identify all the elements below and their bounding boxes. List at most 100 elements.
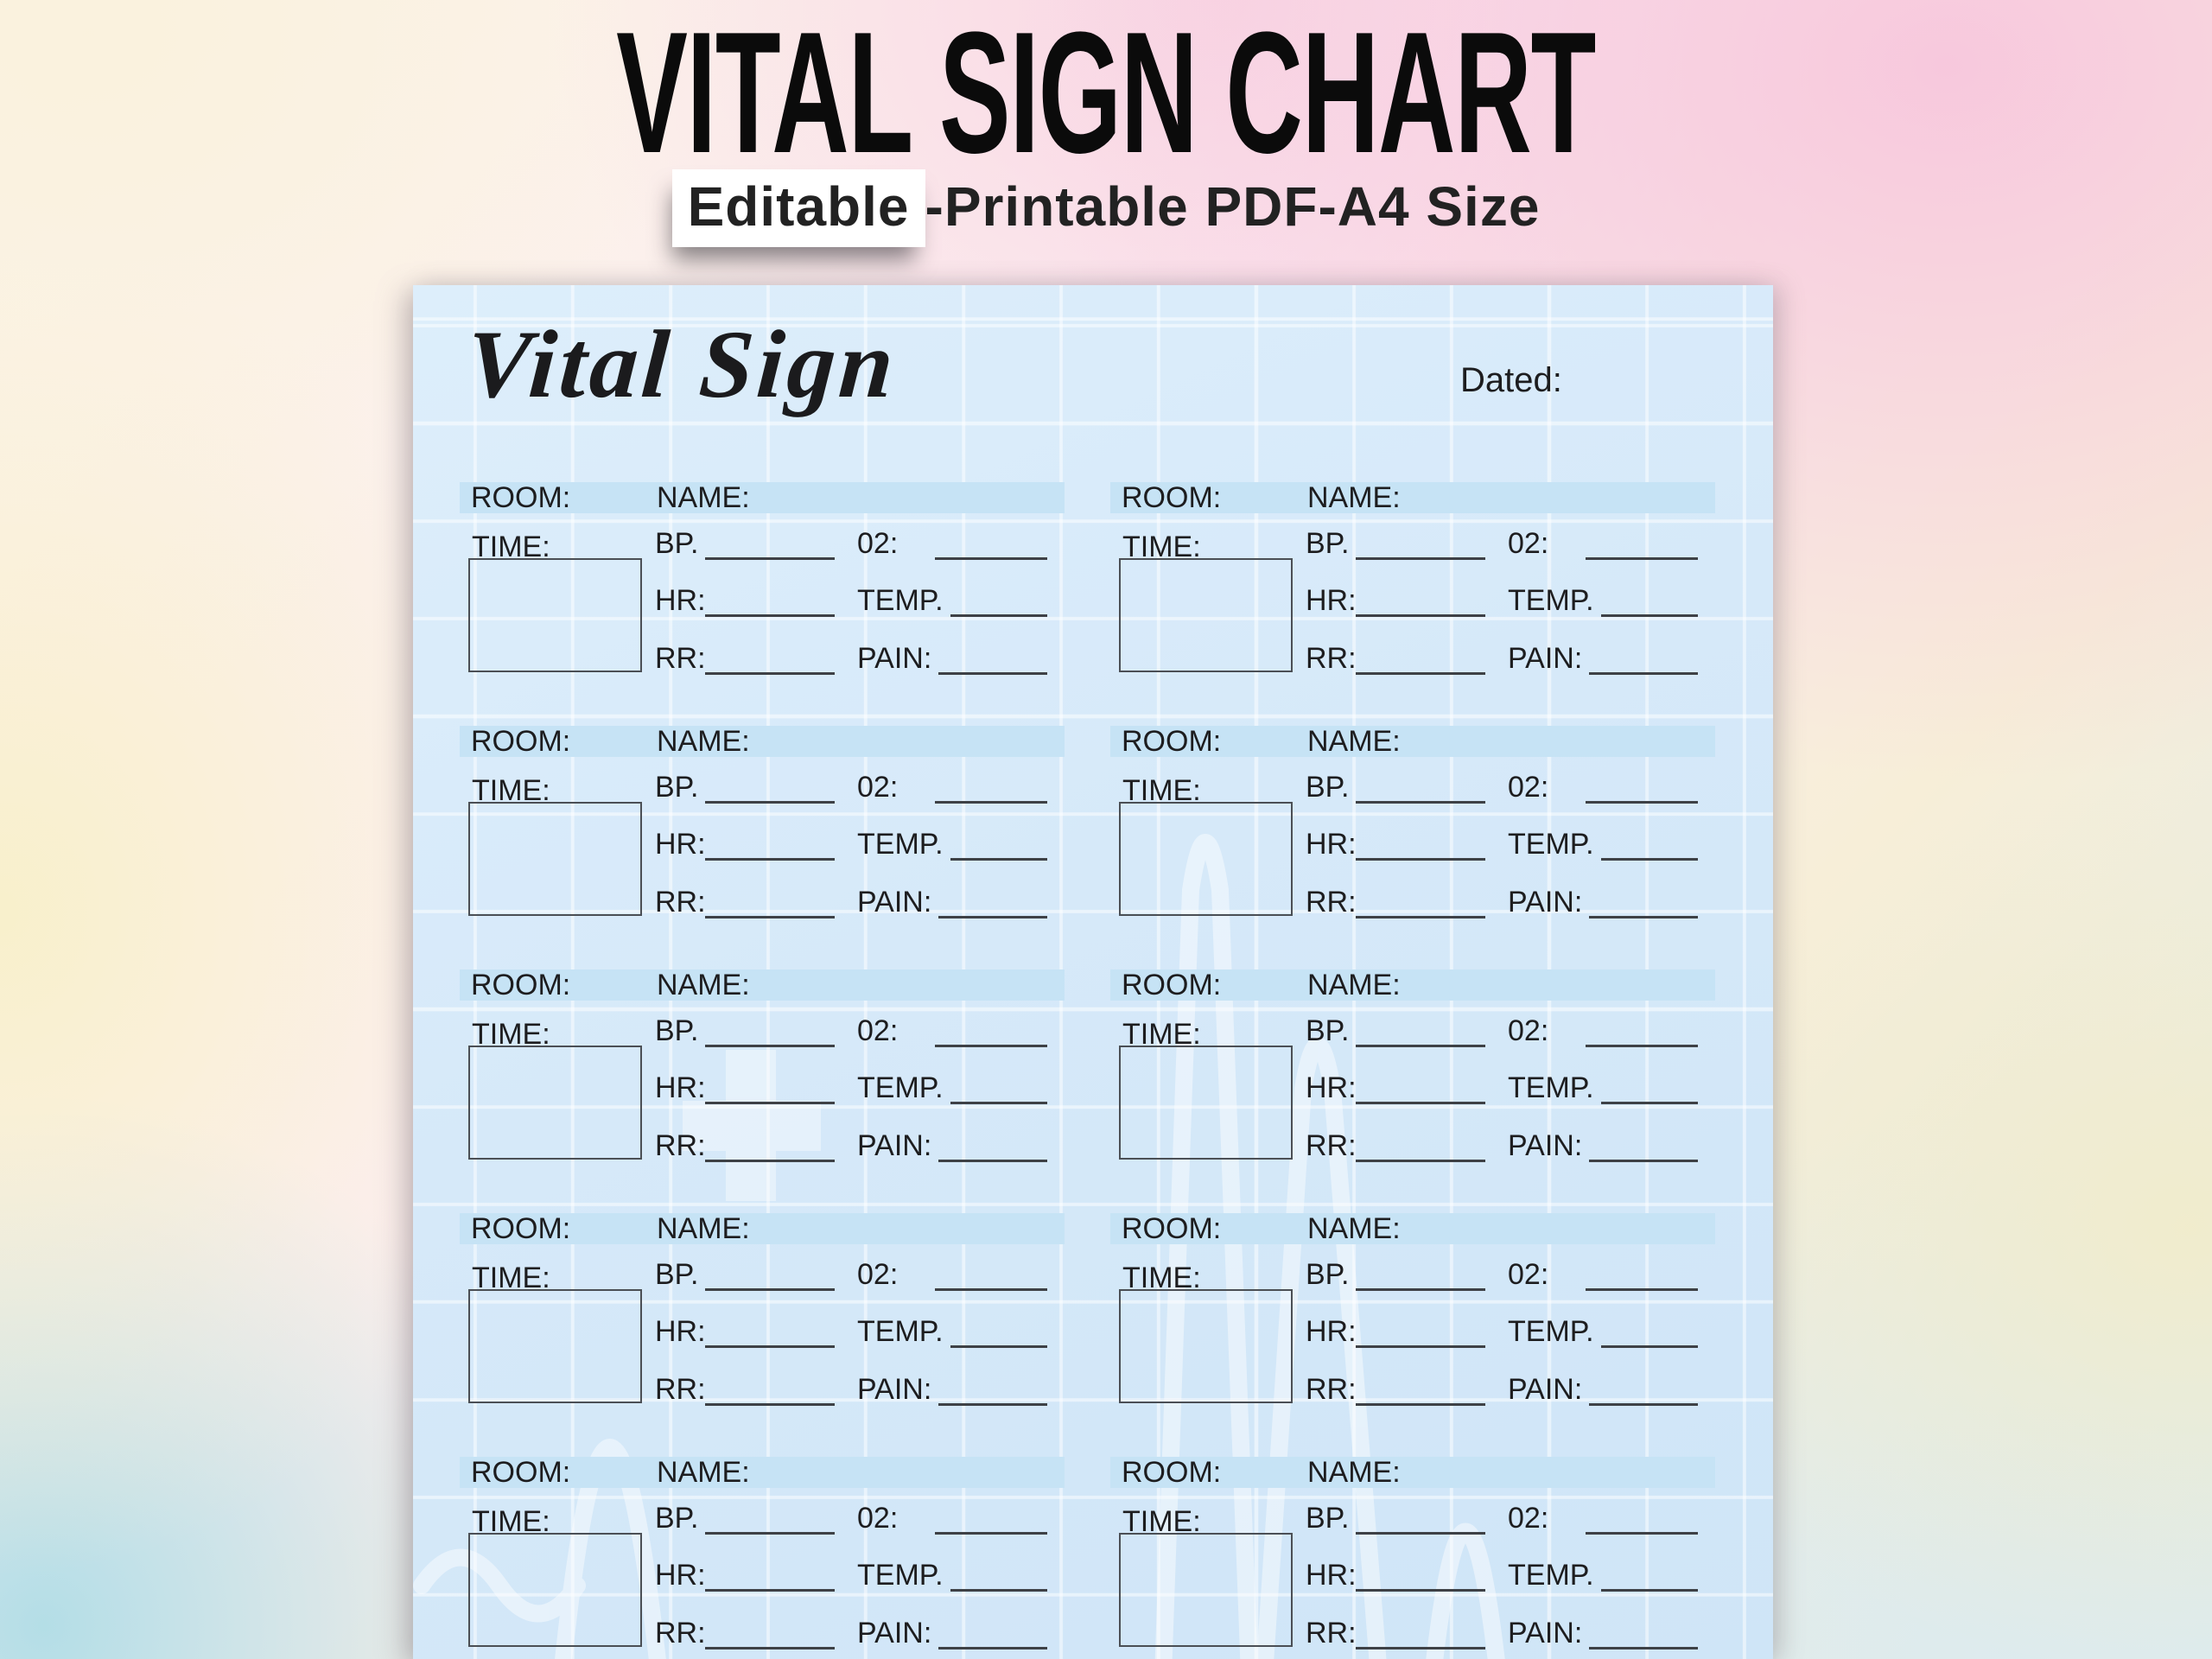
field-row-bp-o2: BP. 02: [1306,771,1698,804]
name-label: NAME: [657,481,750,514]
o2-write-line [935,1503,1047,1535]
rr-label: RR: [655,1617,706,1649]
time-entry-box [468,1046,642,1160]
temp-label: TEMP. [857,828,944,861]
time-entry-box [468,802,642,916]
o2-write-line [935,528,1047,560]
rr-write-line [705,1130,835,1162]
temp-write-line [950,1072,1047,1104]
bp-write-line [705,1503,835,1535]
block-header-band: ROOM: NAME: [1110,969,1715,1001]
bp-write-line [705,1259,835,1291]
temp-label: TEMP. [1508,1315,1594,1348]
pain-label: PAIN: [1508,886,1583,918]
temp-write-line [1600,585,1698,617]
poster-title: VITAL SIGN CHART [616,0,1597,189]
hr-label: HR: [655,584,706,617]
o2-label: 02: [1508,527,1549,560]
name-label: NAME: [1307,969,1401,1001]
rr-label: RR: [655,642,706,675]
rr-write-line [1356,1374,1485,1406]
time-entry-box [468,1289,642,1403]
field-row-rr-pain: RR: PAIN: [655,1373,1047,1406]
o2-write-line [1586,772,1698,804]
bp-label: BP. [1306,1014,1350,1047]
field-row-rr-pain: RR: PAIN: [1306,1129,1698,1162]
rr-write-line [705,887,835,918]
time-entry-box [468,558,642,672]
pain-label: PAIN: [857,1617,932,1649]
name-label: NAME: [1307,725,1401,758]
bp-label: BP. [1306,527,1350,560]
bp-label: BP. [1306,1502,1350,1535]
temp-write-line [950,585,1047,617]
bp-write-line [1356,1015,1485,1047]
vital-block: ROOM: NAME: TIME: BP. 02: HR: TEMP. RR: … [460,1457,1065,1659]
o2-label: 02: [857,1258,899,1291]
bp-write-line [1356,1259,1485,1291]
temp-write-line [950,1316,1047,1348]
pain-write-line [1589,1374,1698,1406]
o2-label: 02: [857,771,899,804]
vital-block: ROOM: NAME: TIME: BP. 02: HR: TEMP. RR: … [1110,1457,1715,1659]
field-row-bp-o2: BP. 02: [655,1014,1047,1047]
rr-label: RR: [655,886,706,918]
o2-label: 02: [1508,771,1549,804]
bp-write-line [1356,528,1485,560]
block-header-band: ROOM: NAME: [460,726,1065,757]
time-entry-box [468,1533,642,1647]
room-label: ROOM: [1122,1456,1222,1489]
field-row-bp-o2: BP. 02: [1306,1258,1698,1291]
vital-block: ROOM: NAME: TIME: BP. 02: HR: TEMP. RR: … [460,482,1065,726]
hr-write-line [705,1560,835,1592]
dated-label: Dated: [1460,361,1562,399]
temp-write-line [1600,1072,1698,1104]
field-row-rr-pain: RR: PAIN: [1306,1373,1698,1406]
room-label: ROOM: [1122,481,1222,514]
hr-write-line [1356,1316,1485,1348]
field-row-rr-pain: RR: PAIN: [655,642,1047,675]
o2-label: 02: [857,527,899,560]
subtitle-highlight-box: Editable [671,169,925,247]
o2-write-line [1586,1503,1698,1535]
block-header-band: ROOM: NAME: [460,1213,1065,1244]
pain-label: PAIN: [1508,1617,1583,1649]
pain-write-line [938,1130,1047,1162]
name-label: NAME: [1307,481,1401,514]
o2-label: 02: [857,1502,899,1535]
time-entry-box [1119,1533,1293,1647]
time-label: TIME: [472,1262,550,1294]
pain-write-line [938,1618,1047,1649]
hr-label: HR: [655,1559,706,1592]
o2-write-line [1586,1015,1698,1047]
bp-label: BP. [1306,771,1350,804]
hr-label: HR: [1306,828,1357,861]
subtitle-rest: -Printable PDF-A4 Size [925,175,1541,238]
rr-label: RR: [1306,886,1357,918]
block-header-band: ROOM: NAME: [1110,1213,1715,1244]
vital-block: ROOM: NAME: TIME: BP. 02: HR: TEMP. RR: … [460,726,1065,969]
field-row-bp-o2: BP. 02: [655,771,1047,804]
o2-label: 02: [857,1014,899,1047]
hr-write-line [705,829,835,861]
room-label: ROOM: [1122,1212,1222,1245]
field-row-bp-o2: BP. 02: [1306,1502,1698,1535]
room-label: ROOM: [471,1212,571,1245]
hr-write-line [705,585,835,617]
pain-write-line [938,887,1047,918]
time-label: TIME: [1122,1505,1201,1538]
field-row-hr-temp: HR: TEMP. [655,1559,1047,1592]
field-row-hr-temp: HR: TEMP. [655,828,1047,861]
hr-write-line [1356,585,1485,617]
pain-label: PAIN: [857,886,932,918]
o2-write-line [1586,528,1698,560]
temp-label: TEMP. [857,584,944,617]
o2-label: 02: [1508,1258,1549,1291]
pain-label: PAIN: [857,642,932,675]
field-row-hr-temp: HR: TEMP. [1306,584,1698,617]
temp-write-line [1600,829,1698,861]
block-header-band: ROOM: NAME: [460,482,1065,513]
vital-blocks-grid: ROOM: NAME: TIME: BP. 02: HR: TEMP. RR: … [460,482,1715,1659]
temp-label: TEMP. [857,1071,944,1104]
